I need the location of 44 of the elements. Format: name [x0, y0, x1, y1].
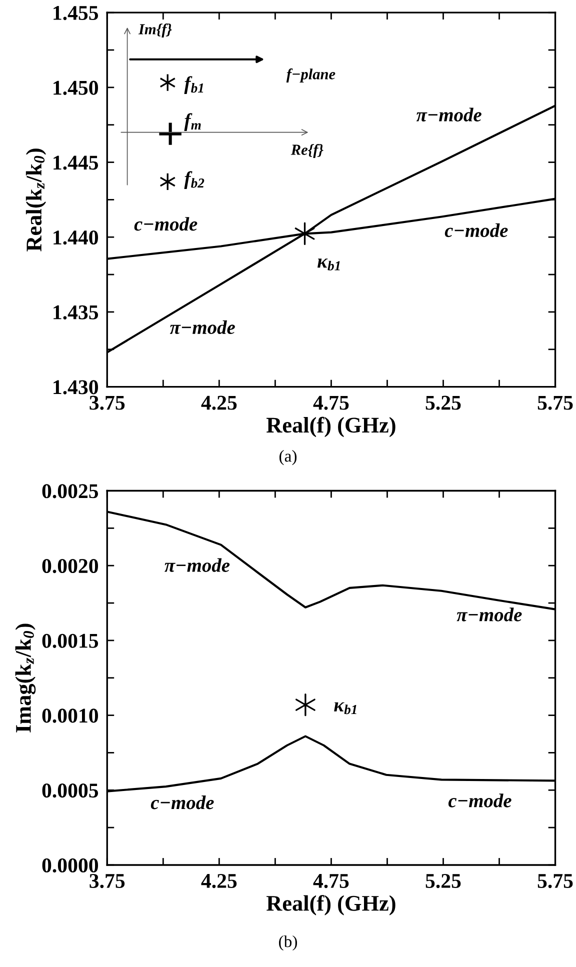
- annotation: Re{f}: [290, 144, 324, 158]
- annotation: c−mode: [134, 217, 198, 231]
- y-tick-label: 1.450: [54, 80, 98, 95]
- x-axis-title: Real(f) (GHz): [266, 416, 396, 438]
- y-tick-label: 1.430: [54, 380, 98, 394]
- annotation: c−mode: [150, 796, 214, 810]
- y-tick-label: 1.435: [54, 305, 98, 320]
- x-tick-label: 3.75: [90, 874, 125, 888]
- annotation: f$_{b1}$: [184, 76, 204, 94]
- annotation: π−mode: [416, 108, 482, 122]
- x-tick-label: 5.25: [426, 396, 461, 410]
- annotation: π−mode: [164, 558, 230, 572]
- y-tick-label: 1.455: [54, 6, 98, 20]
- annotation: f−plane: [286, 68, 336, 82]
- y-tick-label: 1.440: [54, 230, 98, 245]
- x-tick-label: 4.25: [201, 396, 237, 410]
- annotation: c−mode: [448, 794, 512, 808]
- y-tick-label: 0.0005: [42, 784, 98, 798]
- x-axis-title: Real(f) (GHz): [266, 894, 396, 916]
- x-tick-label: 5.75: [538, 874, 573, 888]
- annotation: κ$_{b1}$: [318, 258, 340, 270]
- y-tick-label: 0.0015: [42, 634, 98, 648]
- annotation: f$_{m}$: [184, 113, 201, 132]
- annotation: π−mode: [456, 608, 522, 622]
- x-tick-label: 5.75: [538, 396, 573, 410]
- text: (a): [279, 450, 297, 466]
- y-tick-label: 0.0025: [42, 484, 98, 498]
- x-tick-label: 4.75: [313, 874, 349, 888]
- x-tick-label: 5.25: [426, 874, 461, 888]
- y-tick-label: 0.0020: [42, 558, 98, 574]
- x-tick-label: 4.75: [313, 396, 349, 410]
- annotation: π−mode: [170, 320, 235, 334]
- y-tick-label: 0.0000: [42, 858, 98, 873]
- y-axis-title: Real(k$_{z}$/k$_{0}$): [26, 148, 46, 252]
- annotation: κ$_{b1}$: [334, 702, 356, 714]
- x-tick-label: 4.25: [201, 874, 237, 888]
- annotation: f$_{b2}$: [184, 171, 204, 190]
- annotation: c−mode: [444, 223, 508, 238]
- text: (b): [279, 935, 297, 951]
- annotation: Im{f}: [138, 24, 172, 38]
- y-axis-title: Imag(k$_{z}$/k$_{0}$): [15, 624, 36, 732]
- y-tick-label: 1.445: [54, 156, 98, 170]
- y-tick-label: 0.0010: [42, 708, 98, 723]
- x-tick-label: 3.75: [90, 396, 125, 410]
